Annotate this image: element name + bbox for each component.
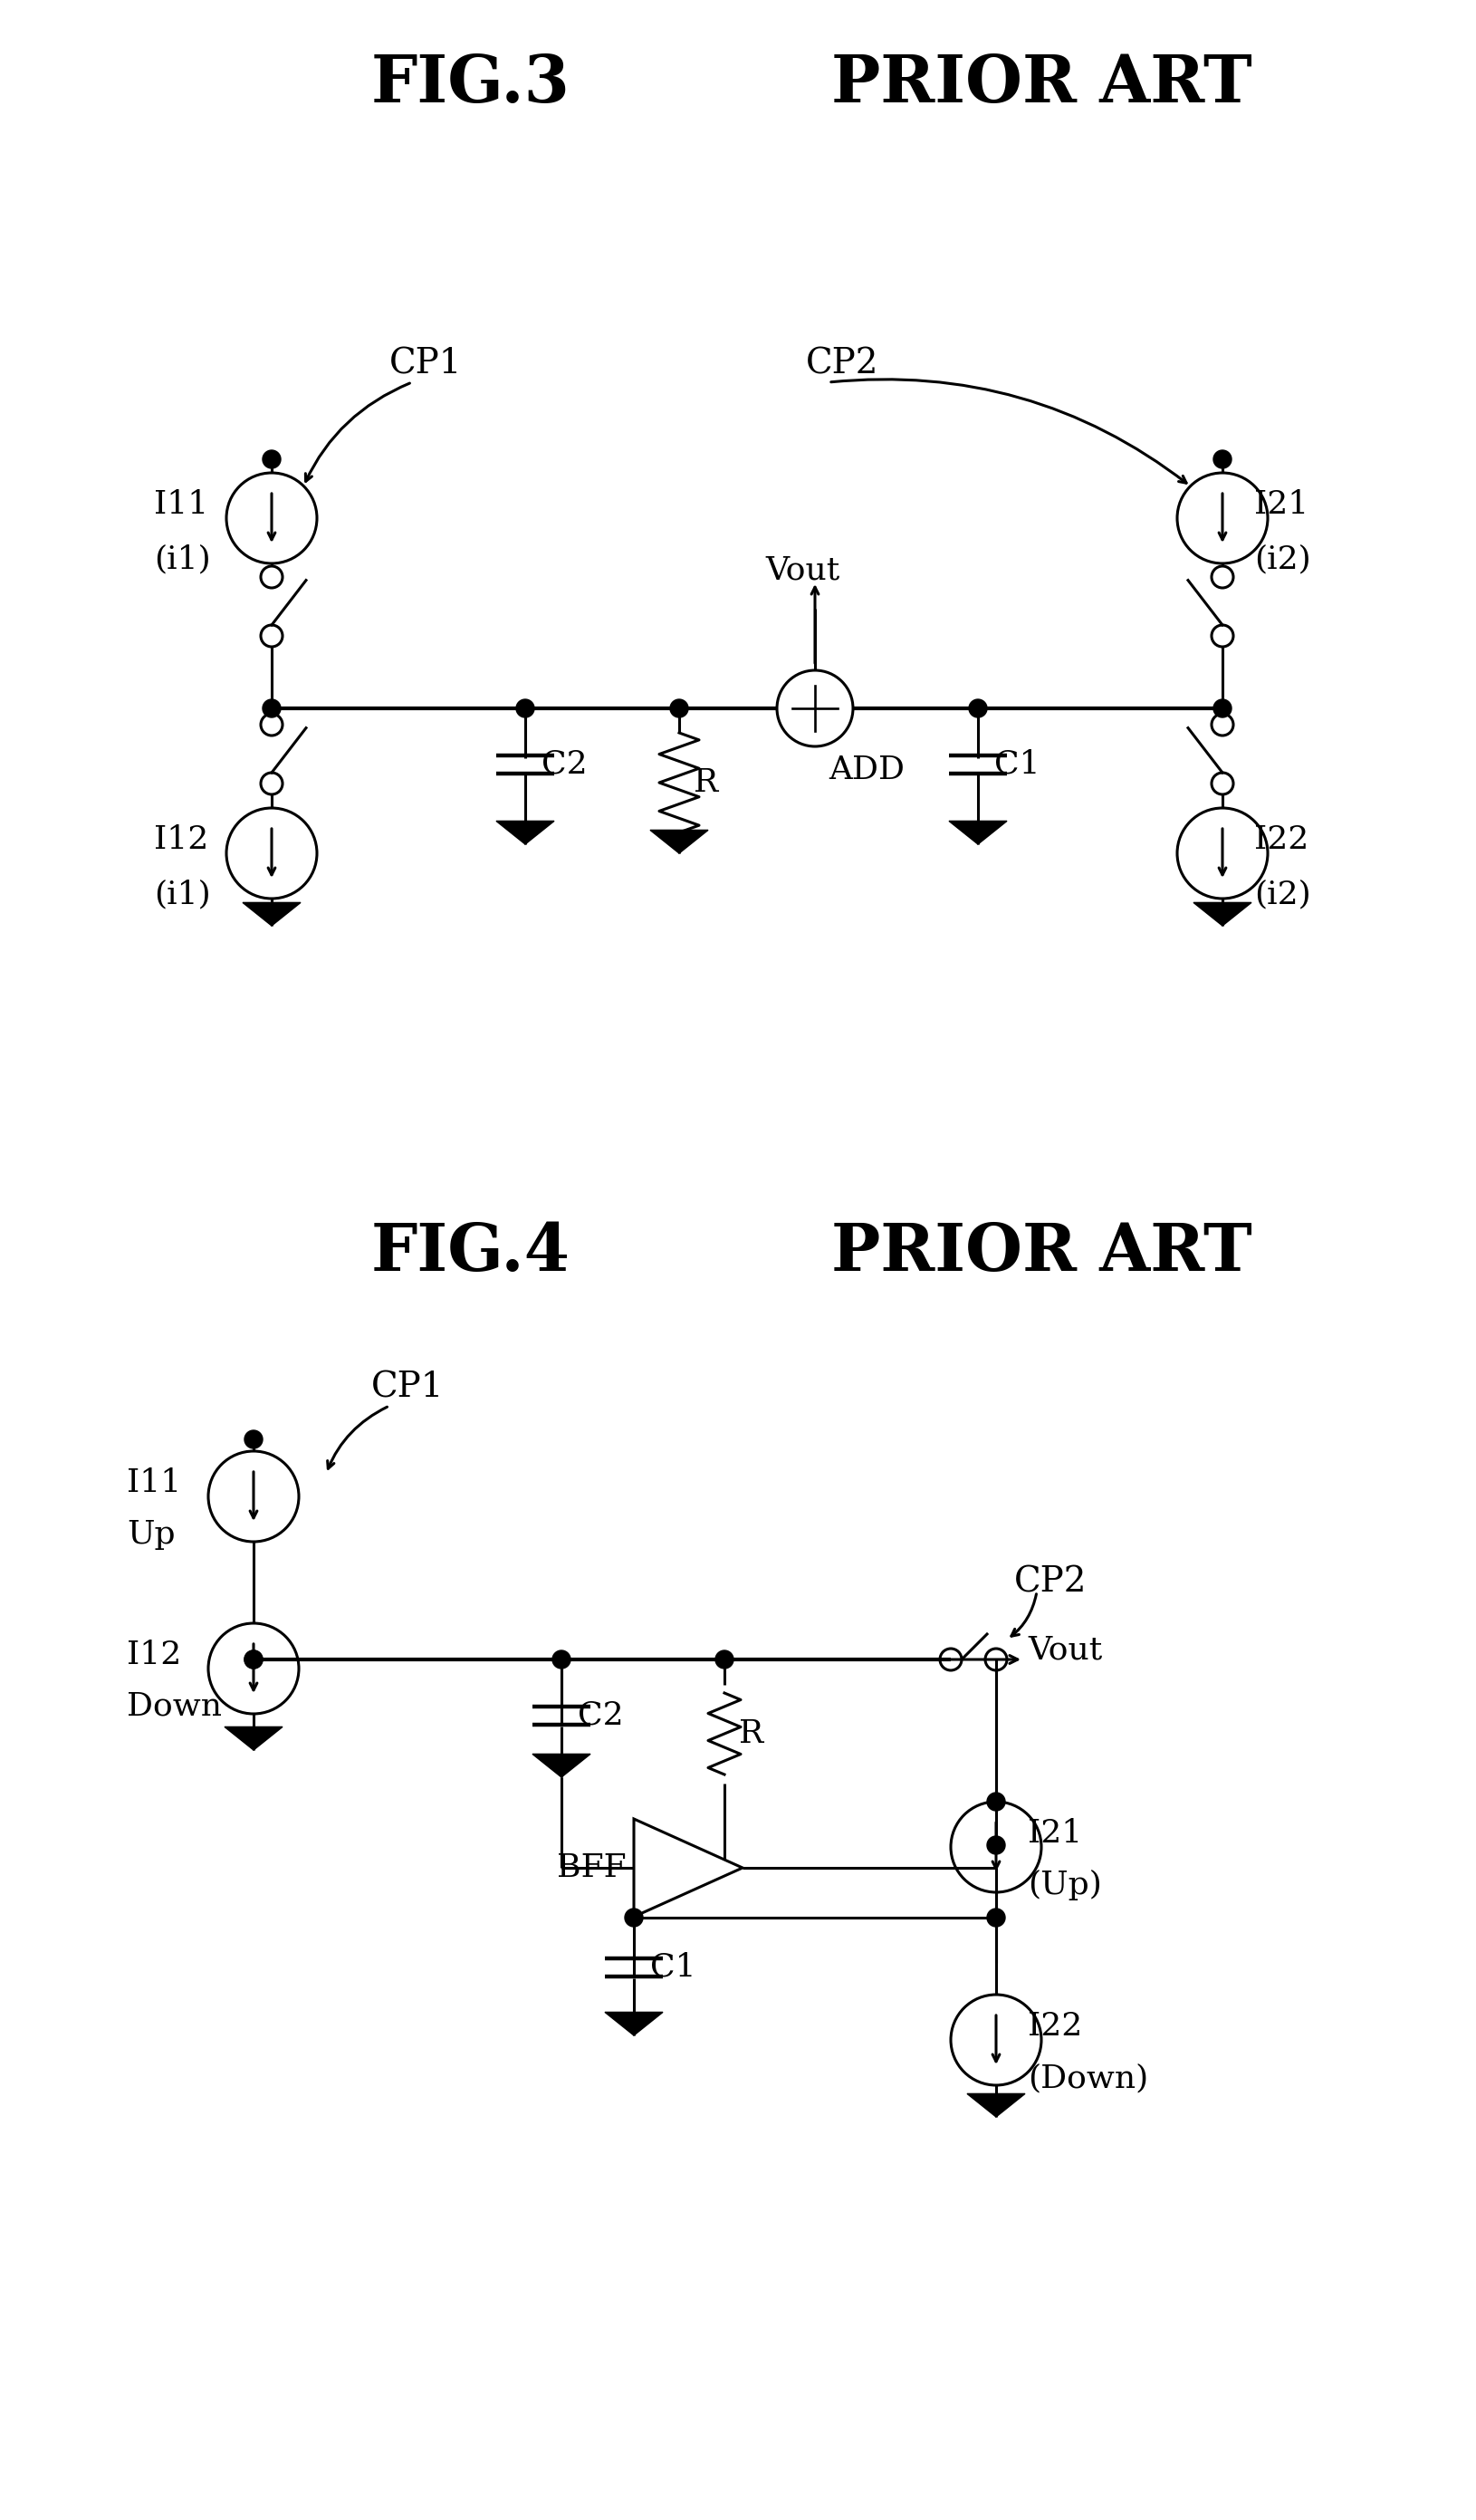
- Text: I12: I12: [154, 824, 208, 854]
- Text: I12: I12: [127, 1641, 182, 1671]
- Polygon shape: [224, 1726, 282, 1749]
- Circle shape: [245, 1651, 263, 1668]
- Circle shape: [714, 1651, 734, 1668]
- Text: (i2): (i2): [1253, 879, 1311, 910]
- Text: CP2: CP2: [806, 348, 878, 381]
- Circle shape: [263, 698, 280, 718]
- Text: C1: C1: [649, 1953, 695, 1983]
- Polygon shape: [242, 902, 301, 925]
- Polygon shape: [533, 1754, 590, 1777]
- Circle shape: [263, 451, 280, 469]
- Text: I22: I22: [1253, 824, 1308, 854]
- Text: Down: Down: [127, 1691, 221, 1721]
- Text: C1: C1: [993, 748, 1039, 779]
- Text: I21: I21: [1253, 489, 1308, 519]
- Text: ADD: ADD: [828, 753, 905, 786]
- Circle shape: [986, 1792, 1005, 1812]
- Polygon shape: [633, 1819, 742, 1918]
- Text: I22: I22: [1027, 2011, 1082, 2041]
- Text: PRIOR ART: PRIOR ART: [831, 50, 1252, 116]
- Text: (Down): (Down): [1027, 2061, 1148, 2094]
- Polygon shape: [605, 2011, 663, 2036]
- Circle shape: [552, 1651, 570, 1668]
- Text: (i2): (i2): [1253, 544, 1311, 575]
- Text: C2: C2: [577, 1701, 623, 1731]
- Text: R: R: [738, 1719, 763, 1749]
- Text: Up: Up: [127, 1520, 176, 1550]
- Text: Vout: Vout: [1027, 1635, 1101, 1666]
- Polygon shape: [949, 822, 1007, 844]
- Circle shape: [624, 1908, 642, 1928]
- Text: (i1): (i1): [154, 879, 211, 910]
- Circle shape: [515, 698, 534, 718]
- Text: I11: I11: [154, 489, 208, 519]
- Text: (i1): (i1): [154, 544, 211, 575]
- Text: I21: I21: [1027, 1817, 1082, 1850]
- Circle shape: [245, 1431, 263, 1449]
- Text: C2: C2: [542, 748, 587, 779]
- Text: BFF: BFF: [556, 1852, 626, 1882]
- Circle shape: [1213, 451, 1231, 469]
- Polygon shape: [967, 2094, 1024, 2117]
- Circle shape: [986, 1837, 1005, 1855]
- Circle shape: [670, 698, 688, 718]
- Circle shape: [986, 1908, 1005, 1928]
- Polygon shape: [496, 822, 554, 844]
- Text: (Up): (Up): [1027, 1870, 1101, 1900]
- Text: FIG.3: FIG.3: [370, 50, 570, 116]
- Text: Vout: Vout: [765, 554, 840, 587]
- Circle shape: [968, 698, 986, 718]
- Text: CP1: CP1: [370, 1371, 444, 1404]
- Circle shape: [245, 1651, 263, 1668]
- Text: I11: I11: [127, 1467, 182, 1499]
- Text: CP2: CP2: [1014, 1565, 1086, 1600]
- Polygon shape: [1193, 902, 1250, 925]
- Text: PRIOR ART: PRIOR ART: [831, 1220, 1252, 1285]
- Circle shape: [776, 670, 853, 746]
- Text: R: R: [694, 766, 717, 799]
- Text: CP1: CP1: [390, 348, 462, 381]
- Text: FIG.4: FIG.4: [370, 1220, 570, 1285]
- Polygon shape: [649, 829, 707, 854]
- Circle shape: [1213, 698, 1231, 718]
